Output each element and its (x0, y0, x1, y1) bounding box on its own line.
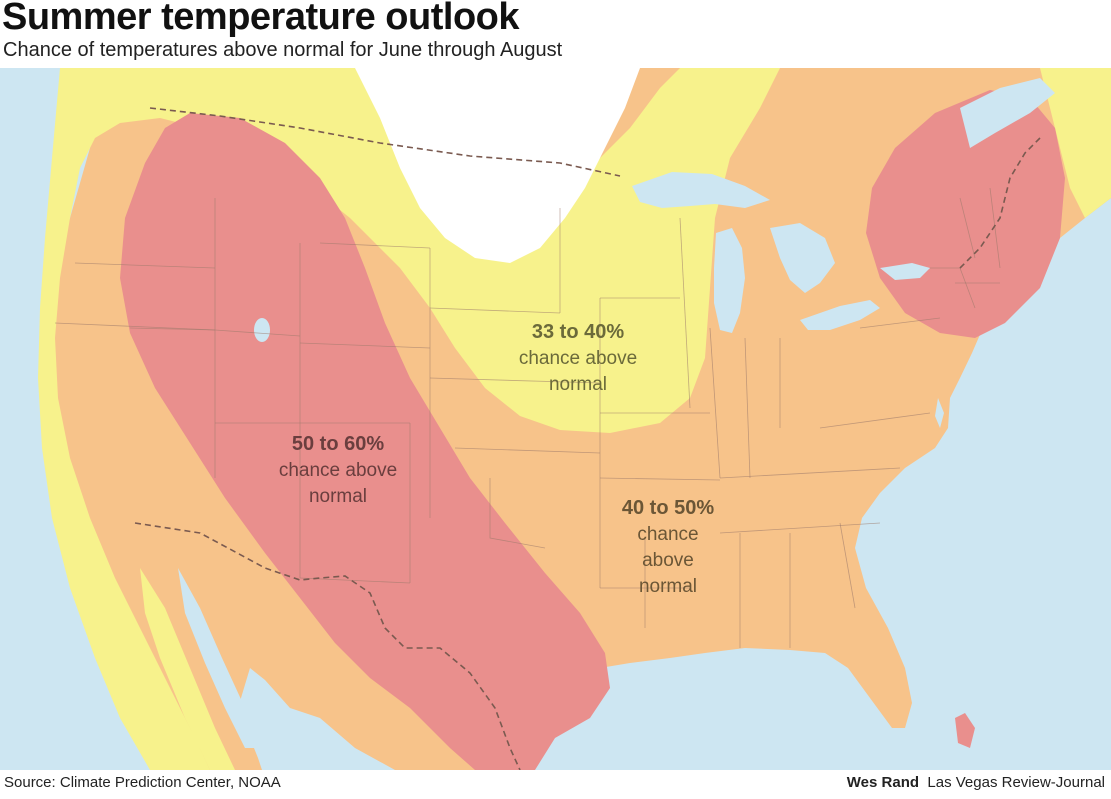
zone-yellow (38, 68, 780, 770)
border-line (54, 322, 216, 331)
border-line (959, 137, 1041, 269)
border-line (454, 447, 601, 454)
zone-yellow-ne (1040, 68, 1111, 218)
water-bodies (178, 68, 1055, 748)
zone-label-line: chance above (279, 460, 397, 481)
border-line (989, 187, 1001, 269)
lake-erie (800, 300, 880, 330)
border-line (719, 467, 901, 479)
cuba (955, 713, 975, 748)
footer: Source: Climate Prediction Center, NOAA … (0, 770, 1111, 799)
byline: Wes Rand Las Vegas Review-Journal (847, 774, 1105, 791)
map-title: Summer temperature outlook (2, 0, 520, 38)
zone-label-50-60: 50 to 60% chance above normal (279, 433, 397, 507)
zone-label-line: normal (309, 486, 367, 507)
zone-red-west (120, 113, 610, 770)
border-line (149, 107, 621, 177)
byline-org: Las Vegas Review-Journal (927, 774, 1105, 791)
baja (140, 568, 235, 770)
lake-huron (770, 223, 835, 293)
lake-michigan (714, 228, 745, 333)
border-line (744, 337, 751, 479)
zone-label-line: above (642, 550, 694, 571)
zone-label-line: normal (639, 576, 697, 597)
border-line (959, 197, 976, 259)
zone-label-pct: 40 to 50% (622, 497, 714, 519)
map-svg: 33 to 40% chance above normal 50 to 60% … (0, 68, 1111, 770)
hudson-bay (420, 68, 620, 148)
zone-label-line: chance (637, 524, 698, 545)
border-line (214, 329, 301, 337)
border-line (299, 342, 431, 349)
source-credit: Source: Climate Prediction Center, NOAA (4, 774, 281, 791)
border-line (74, 262, 216, 269)
state-borders (54, 187, 1001, 648)
border-line (709, 327, 721, 479)
border-line (839, 522, 856, 609)
border-line (679, 217, 691, 409)
gulf-of-california (178, 568, 255, 748)
zone-label-pct: 50 to 60% (292, 433, 384, 455)
zone-label-pct: 33 to 40% (532, 321, 624, 343)
st-lawrence (960, 78, 1055, 148)
map-area: 33 to 40% chance above normal 50 to 60% … (0, 68, 1111, 770)
border-line (129, 327, 216, 331)
international-borders (134, 107, 1041, 770)
border-line (489, 478, 546, 549)
header: Summer temperature outlook Chance of tem… (0, 0, 1111, 68)
border-line (599, 477, 721, 481)
border-line (819, 412, 931, 429)
byline-author: Wes Rand (846, 774, 920, 791)
border-line (429, 307, 561, 314)
border-line (319, 242, 431, 249)
border-line (719, 522, 881, 534)
great-salt-lake (254, 318, 270, 342)
zone-label-40-50: 40 to 50% chance above normal (622, 497, 714, 597)
border-line (134, 522, 521, 770)
border-line (429, 377, 601, 384)
zone-label-line: normal (549, 374, 607, 395)
lake-ontario (880, 263, 930, 280)
border-line (859, 317, 941, 329)
zone-label-line: chance above (519, 348, 637, 369)
zone-label-33-40: 33 to 40% chance above normal (519, 321, 637, 395)
lake-superior (632, 172, 770, 208)
map-subtitle: Chance of temperatures above normal for … (3, 39, 563, 61)
chesapeake (935, 398, 944, 428)
